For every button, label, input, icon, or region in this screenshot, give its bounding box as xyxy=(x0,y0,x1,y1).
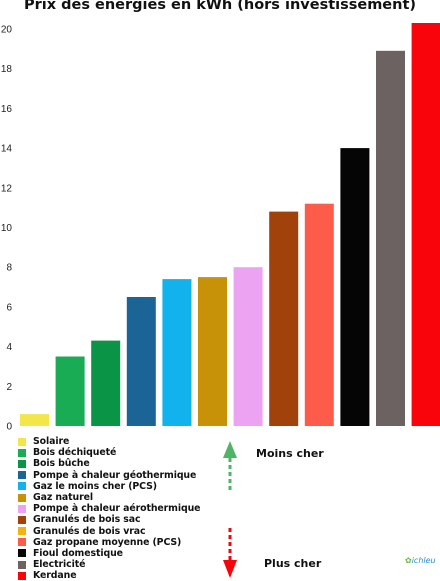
legend-label: Bois déchiqueté xyxy=(33,447,117,459)
y-tick-label: 8 xyxy=(6,263,12,274)
legend-item: Fioul domestique xyxy=(18,548,200,559)
legend: Solaire Bois déchiqueté Bois bûche Pompe à … xyxy=(18,436,201,581)
legend-swatch xyxy=(18,504,26,513)
bar-3 xyxy=(126,297,156,426)
bar-0 xyxy=(20,414,49,426)
legend-item: Gaz propane moyenne (PCS) xyxy=(18,537,200,548)
bar-10 xyxy=(376,50,405,427)
legend-item: Electricité xyxy=(18,559,200,570)
down-arrow-icon xyxy=(223,560,237,578)
y-tick-label: 10 xyxy=(1,223,13,234)
legend-item: Kerdane xyxy=(18,570,200,581)
legend-item: Bois bûche xyxy=(18,458,200,469)
up-arrow-icon xyxy=(223,441,237,458)
bar-11 xyxy=(411,23,440,426)
y-tick-label: 12 xyxy=(1,183,13,194)
legend-swatch xyxy=(18,549,26,558)
legend-swatch xyxy=(18,471,26,480)
legend-swatch xyxy=(18,538,26,547)
legend-label: Kerdane xyxy=(33,570,77,581)
legend-label: Pompe à chaleur aérothermique xyxy=(33,503,201,515)
bar-6 xyxy=(233,267,263,426)
legend-item: Bois déchiqueté xyxy=(18,447,200,458)
legend-label: Gaz propane moyenne (PCS) xyxy=(33,536,182,548)
legend-label: Granulés de bois vrac xyxy=(33,525,146,537)
bars xyxy=(20,23,440,427)
y-axis: 0 2 4 6 8 10 12 14 16 18 20 xyxy=(1,25,13,433)
legend-swatch xyxy=(18,448,26,457)
legend-label: Fioul domestique xyxy=(33,547,123,559)
legend-swatch xyxy=(18,493,26,502)
legend-swatch xyxy=(18,527,26,536)
bar-4 xyxy=(162,279,192,426)
legend-label: Bois bûche xyxy=(33,458,90,470)
y-tick-label: 16 xyxy=(1,104,13,115)
y-tick-label: 20 xyxy=(1,25,13,36)
legend-item: Pompe à chaleur aérothermique xyxy=(18,503,201,515)
legend-label: Gaz naturel xyxy=(33,492,93,504)
legend-item: Gaz le moins cher (PCS) xyxy=(18,481,200,492)
bar-5 xyxy=(198,277,227,426)
y-tick-label: 6 xyxy=(6,302,12,313)
legend-label: Gaz le moins cher (PCS) xyxy=(33,480,157,492)
y-tick-label: 18 xyxy=(1,64,13,75)
y-tick-label: 14 xyxy=(1,144,13,155)
dearer-label: Plus cher xyxy=(264,557,322,570)
legend-item: Gaz naturel xyxy=(18,492,200,503)
legend-swatch xyxy=(18,459,26,468)
legend-swatch xyxy=(18,560,26,569)
legend-swatch xyxy=(18,571,26,580)
legend-label: Electricité xyxy=(33,559,86,571)
arrows xyxy=(223,441,237,578)
chart-title: Prix des énergies en kWh (hors investiss… xyxy=(23,0,417,13)
y-tick-label: 0 xyxy=(6,422,12,433)
bar-8 xyxy=(304,203,334,426)
y-tick-label: 2 xyxy=(6,382,12,393)
y-tick-label: 4 xyxy=(6,342,12,353)
bar-7 xyxy=(269,211,299,426)
brand-logo: ✿ichleu xyxy=(405,556,436,565)
legend-item: Granulés de bois sac xyxy=(18,514,200,525)
legend-label: Pompe à chaleur géothermique xyxy=(33,469,197,481)
bar-9 xyxy=(340,148,370,426)
legend-item: Solaire xyxy=(18,436,200,447)
legend-item: Pompe à chaleur géothermique xyxy=(18,470,200,481)
legend-swatch xyxy=(18,515,26,524)
legend-item: Granulés de bois vrac xyxy=(18,526,200,537)
bar-2 xyxy=(91,340,121,426)
legend-label: Granulés de bois sac xyxy=(33,514,141,526)
legend-swatch xyxy=(18,437,26,446)
legend-swatch xyxy=(18,482,26,491)
cheaper-label: Moins cher xyxy=(256,447,324,460)
bar-1 xyxy=(55,356,85,426)
legend-label: Solaire xyxy=(33,436,70,448)
